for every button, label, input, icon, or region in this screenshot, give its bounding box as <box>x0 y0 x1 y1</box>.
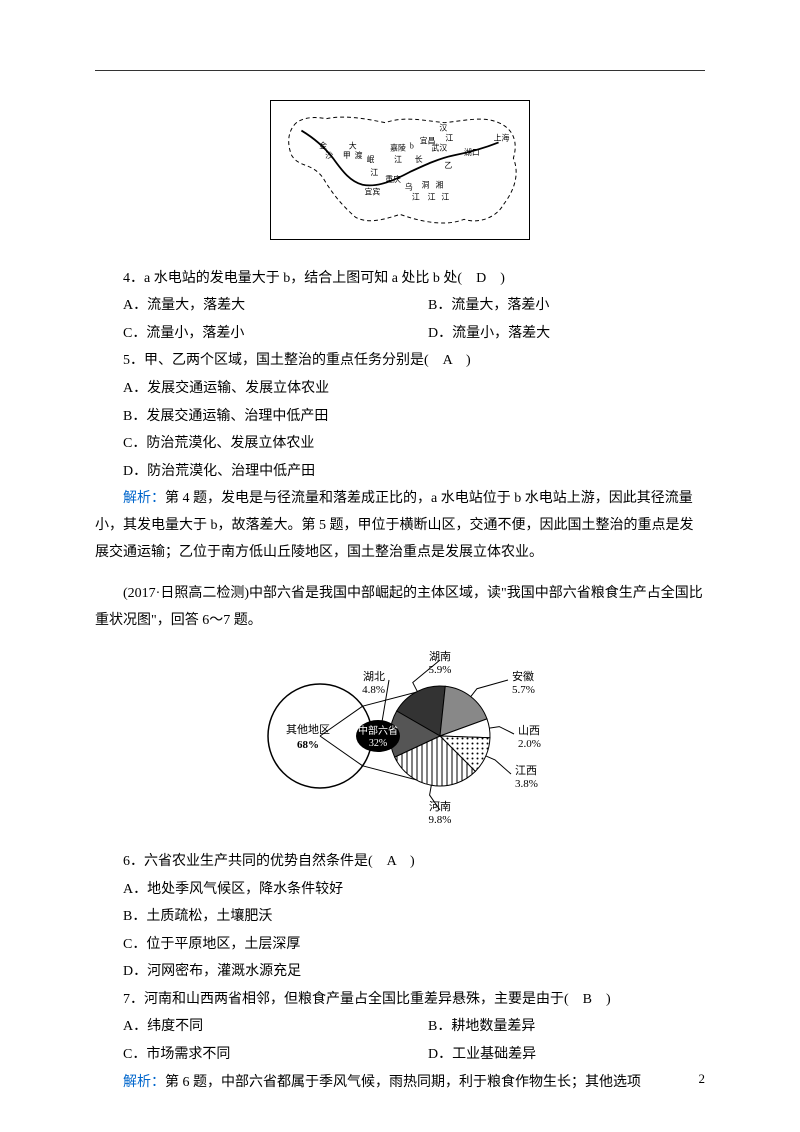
explain-67: 解析：第 6 题，中部六省都属于季风气候，雨热同期，利于粮食作物生长；其他选项 <box>95 1070 705 1097</box>
svg-text:2.0%: 2.0% <box>518 738 541 750</box>
svg-text:5.7%: 5.7% <box>512 684 535 696</box>
svg-text:乌: 乌 <box>405 182 413 192</box>
svg-text:32%: 32% <box>369 738 387 749</box>
pie-svg: 其他地区 68% 湖南5.9% 安徽5.7% 山西2.0% 江西3.8% 河南9.8% 湖北4… <box>240 646 560 826</box>
q5-C: C．防治荒漠化、发展立体农业 <box>95 431 705 458</box>
q7-B: B．耕地数量差异 <box>400 1014 705 1041</box>
svg-text:b: b <box>410 141 414 150</box>
svg-text:沙: 沙 <box>325 151 333 160</box>
svg-text:江: 江 <box>428 193 436 202</box>
q4-D: D．流量小，落差大 <box>400 321 705 348</box>
q4-stem: 4．a 水电站的发电量大于 b，结合上图可知 a 处比 b 处( D ) <box>95 266 705 293</box>
q4-row1: A．流量大，落差大 B．流量大，落差小 <box>95 293 705 320</box>
q6-B: B．土质疏松，土壤肥沃 <box>95 904 705 931</box>
q5-D: D．防治荒漠化、治理中低产田 <box>95 459 705 486</box>
q7-stem: 7．河南和山西两省相邻，但粮食产量占全国比重差异悬殊，主要是由于( B ) <box>95 987 705 1014</box>
svg-text:江西: 江西 <box>515 764 537 777</box>
q4-C: C．流量小，落差小 <box>95 321 400 348</box>
explain-45: 解析：第 4 题，发电是与径流量和落差成正比的，a 水电站位于 b 水电站上游，… <box>95 486 705 566</box>
svg-text:渡: 渡 <box>355 150 363 160</box>
explain-label: 解析： <box>123 491 165 506</box>
q6-D: D．河网密布，灌溉水源充足 <box>95 959 705 986</box>
svg-text:中部六省: 中部六省 <box>358 724 398 737</box>
map-svg: 金沙甲大渡岷江嘉陵江b宜昌长武汉乙湖口汉江上海重庆乌洞湘宜宾江江江 <box>270 100 530 240</box>
svg-text:湘: 湘 <box>435 180 443 190</box>
svg-text:汉: 汉 <box>439 124 447 133</box>
svg-text:9.8%: 9.8% <box>429 814 452 826</box>
svg-text:其他地区: 其他地区 <box>286 723 330 736</box>
q6-A: A．地处季风气候区，降水条件较好 <box>95 877 705 904</box>
intro-67: (2017·日照高二检测)中部六省是我国中部崛起的主体区域，读"我国中部六省粮食… <box>95 581 705 634</box>
q7-row2: C．市场需求不同 D．工业基础差异 <box>95 1042 705 1069</box>
q4-B: B．流量大，落差小 <box>400 293 705 320</box>
svg-text:山西: 山西 <box>518 724 540 737</box>
svg-text:江: 江 <box>412 193 420 202</box>
svg-text:上海: 上海 <box>494 132 510 142</box>
q7-C: C．市场需求不同 <box>95 1042 400 1069</box>
svg-text:河南: 河南 <box>429 800 451 813</box>
q7-A: A．纬度不同 <box>95 1014 400 1041</box>
explain-67-text: 第 6 题，中部六省都属于季风气候，雨热同期，利于粮食作物生长；其他选项 <box>165 1075 641 1090</box>
q5-B: B．发展交通运输、治理中低产田 <box>95 404 705 431</box>
svg-text:大: 大 <box>349 140 357 150</box>
svg-text:金: 金 <box>319 140 327 150</box>
svg-text:江: 江 <box>445 133 453 142</box>
q4-A: A．流量大，落差大 <box>95 293 400 320</box>
svg-text:江: 江 <box>441 193 449 202</box>
svg-text:嘉陵: 嘉陵 <box>390 142 406 152</box>
svg-text:宜宾: 宜宾 <box>365 187 381 197</box>
svg-text:3.8%: 3.8% <box>515 778 538 790</box>
svg-text:湖南: 湖南 <box>429 650 451 663</box>
svg-text:68%: 68% <box>297 739 319 751</box>
explain-label-2: 解析： <box>123 1075 165 1090</box>
explain-45-text: 第 4 题，发电是与径流量和落差成正比的，a 水电站位于 b 水电站上游，因此其… <box>95 491 694 559</box>
svg-text:乙: 乙 <box>444 161 452 170</box>
svg-text:岷: 岷 <box>366 155 374 164</box>
q7-D: D．工业基础差异 <box>400 1042 705 1069</box>
q6-C: C．位于平原地区，土层深厚 <box>95 932 705 959</box>
q5-A: A．发展交通运输、发展立体农业 <box>95 376 705 403</box>
svg-text:江: 江 <box>394 155 402 164</box>
header-rule <box>95 70 705 71</box>
map-figure: 金沙甲大渡岷江嘉陵江b宜昌长武汉乙湖口汉江上海重庆乌洞湘宜宾江江江 <box>95 100 705 251</box>
q7-row1: A．纬度不同 B．耕地数量差异 <box>95 1014 705 1041</box>
svg-text:长: 长 <box>415 154 423 164</box>
svg-text:洞: 洞 <box>422 181 430 190</box>
svg-text:湖北: 湖北 <box>363 670 385 683</box>
svg-text:4.8%: 4.8% <box>362 684 385 696</box>
q5-stem: 5．甲、乙两个区域，国土整治的重点任务分别是( A ) <box>95 348 705 375</box>
svg-text:安徽: 安徽 <box>512 669 534 683</box>
svg-text:重庆: 重庆 <box>385 174 401 184</box>
svg-text:甲: 甲 <box>343 151 351 160</box>
pie-figure: 其他地区 68% 湖南5.9% 安徽5.7% 山西2.0% 江西3.8% 河南9.8% 湖北4… <box>95 646 705 837</box>
svg-text:5.9%: 5.9% <box>429 664 452 676</box>
spacer <box>95 567 705 581</box>
svg-text:武汉: 武汉 <box>432 142 448 152</box>
q4-row2: C．流量小，落差小 D．流量小，落差大 <box>95 321 705 348</box>
page-number: 2 <box>699 1067 706 1092</box>
q6-stem: 6．六省农业生产共同的优势自然条件是( A ) <box>95 849 705 876</box>
svg-text:江: 江 <box>370 168 378 177</box>
svg-text:湖口: 湖口 <box>464 148 480 157</box>
